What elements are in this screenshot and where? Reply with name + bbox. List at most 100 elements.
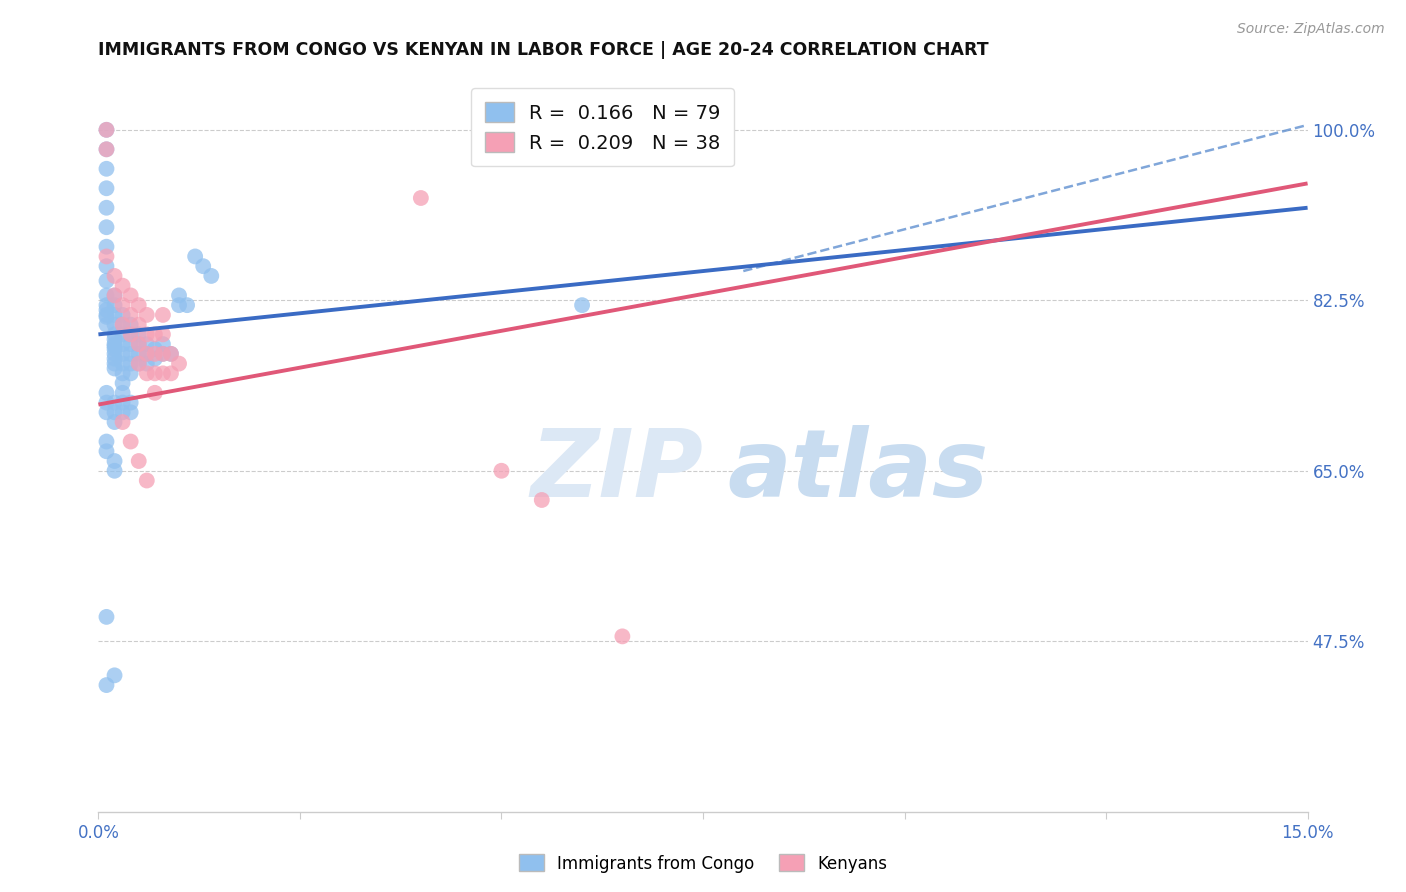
Point: [111, 318, 134, 332]
Point: [152, 347, 174, 361]
Point: [152, 347, 174, 361]
Point: [111, 298, 134, 312]
Point: [143, 367, 166, 381]
Point: [96, 395, 118, 409]
Point: [111, 337, 134, 351]
Point: [96, 181, 118, 195]
Point: [128, 454, 150, 468]
Point: [103, 332, 125, 346]
Point: [120, 337, 142, 351]
Point: [135, 474, 157, 488]
Point: [143, 342, 166, 356]
Point: [143, 351, 166, 366]
Point: [96, 308, 118, 322]
Point: [135, 367, 157, 381]
Point: [103, 288, 125, 302]
Point: [111, 395, 134, 409]
Point: [120, 308, 142, 322]
Point: [103, 268, 125, 283]
Point: [120, 434, 142, 449]
Point: [120, 288, 142, 302]
Point: [167, 357, 190, 371]
Point: [96, 250, 118, 264]
Point: [96, 405, 118, 419]
Point: [103, 351, 125, 366]
Point: [120, 327, 142, 342]
Point: [103, 464, 125, 478]
Point: [120, 405, 142, 419]
Point: [111, 318, 134, 332]
Point: [96, 123, 118, 137]
Point: [135, 347, 157, 361]
Point: [96, 434, 118, 449]
Point: [612, 629, 634, 643]
Point: [128, 318, 150, 332]
Point: [167, 288, 190, 302]
Point: [96, 444, 118, 458]
Point: [160, 347, 183, 361]
Point: [491, 464, 513, 478]
Point: [135, 357, 157, 371]
Point: [128, 357, 150, 371]
Point: [111, 278, 134, 293]
Point: [160, 347, 183, 361]
Point: [111, 385, 134, 400]
Point: [152, 308, 174, 322]
Point: [103, 415, 125, 429]
Point: [111, 376, 134, 390]
Text: ZIP: ZIP: [530, 425, 703, 517]
Point: [152, 337, 174, 351]
Point: [128, 337, 150, 351]
Point: [96, 610, 118, 624]
Point: [152, 327, 174, 342]
Point: [103, 337, 125, 351]
Point: [96, 201, 118, 215]
Point: [120, 318, 142, 332]
Point: [530, 493, 553, 508]
Point: [128, 347, 150, 361]
Point: [135, 327, 157, 342]
Point: [128, 298, 150, 312]
Point: [193, 259, 215, 273]
Point: [96, 240, 118, 254]
Point: [103, 339, 125, 353]
Point: [120, 347, 142, 361]
Point: [96, 142, 118, 156]
Text: atlas: atlas: [727, 425, 988, 517]
Point: [128, 357, 150, 371]
Point: [103, 668, 125, 682]
Point: [103, 361, 125, 376]
Point: [143, 327, 166, 342]
Point: [409, 191, 432, 205]
Point: [96, 303, 118, 318]
Point: [103, 342, 125, 356]
Point: [96, 220, 118, 235]
Text: IMMIGRANTS FROM CONGO VS KENYAN IN LABOR FORCE | AGE 20-24 CORRELATION CHART: IMMIGRANTS FROM CONGO VS KENYAN IN LABOR…: [98, 41, 988, 59]
Point: [103, 327, 125, 342]
Point: [103, 357, 125, 371]
Point: [103, 318, 125, 332]
Point: [103, 405, 125, 419]
Point: [111, 308, 134, 322]
Point: [176, 298, 198, 312]
Point: [96, 274, 118, 288]
Point: [128, 327, 150, 342]
Point: [111, 405, 134, 419]
Point: [96, 142, 118, 156]
Point: [111, 367, 134, 381]
Point: [111, 347, 134, 361]
Point: [135, 347, 157, 361]
Point: [96, 259, 118, 273]
Point: [120, 327, 142, 342]
Point: [200, 268, 222, 283]
Point: [103, 288, 125, 302]
Point: [103, 347, 125, 361]
Point: [96, 318, 118, 332]
Point: [96, 678, 118, 692]
Point: [160, 367, 183, 381]
Point: [96, 298, 118, 312]
Point: [103, 454, 125, 468]
Point: [103, 395, 125, 409]
Point: [167, 298, 190, 312]
Point: [103, 298, 125, 312]
